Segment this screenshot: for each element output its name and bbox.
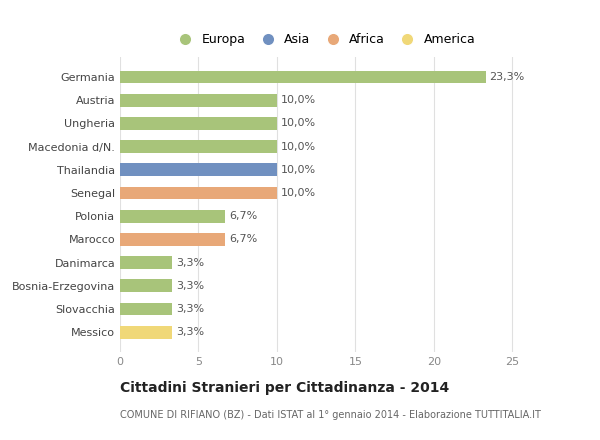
Bar [120,94,277,106]
Text: 6,7%: 6,7% [229,211,257,221]
Text: 3,3%: 3,3% [176,281,204,291]
Bar [120,140,277,153]
Bar [120,279,172,292]
Legend: Europa, Asia, Africa, America: Europa, Asia, Africa, America [167,28,481,51]
Text: 3,3%: 3,3% [176,257,204,268]
Bar [120,163,277,176]
Bar [120,233,225,246]
Text: 3,3%: 3,3% [176,304,204,314]
Bar [120,326,172,339]
Bar [120,187,277,199]
Text: 23,3%: 23,3% [490,72,525,82]
Bar [120,210,225,223]
Text: Cittadini Stranieri per Cittadinanza - 2014: Cittadini Stranieri per Cittadinanza - 2… [120,381,449,395]
Text: 10,0%: 10,0% [281,118,316,128]
Text: 6,7%: 6,7% [229,235,257,244]
Text: 10,0%: 10,0% [281,95,316,105]
Text: 3,3%: 3,3% [176,327,204,337]
Text: 10,0%: 10,0% [281,188,316,198]
Bar [120,117,277,130]
Text: 10,0%: 10,0% [281,142,316,152]
Text: COMUNE DI RIFIANO (BZ) - Dati ISTAT al 1° gennaio 2014 - Elaborazione TUTTITALIA: COMUNE DI RIFIANO (BZ) - Dati ISTAT al 1… [120,410,541,420]
Bar [120,303,172,315]
Bar [120,70,485,83]
Bar [120,256,172,269]
Text: 10,0%: 10,0% [281,165,316,175]
